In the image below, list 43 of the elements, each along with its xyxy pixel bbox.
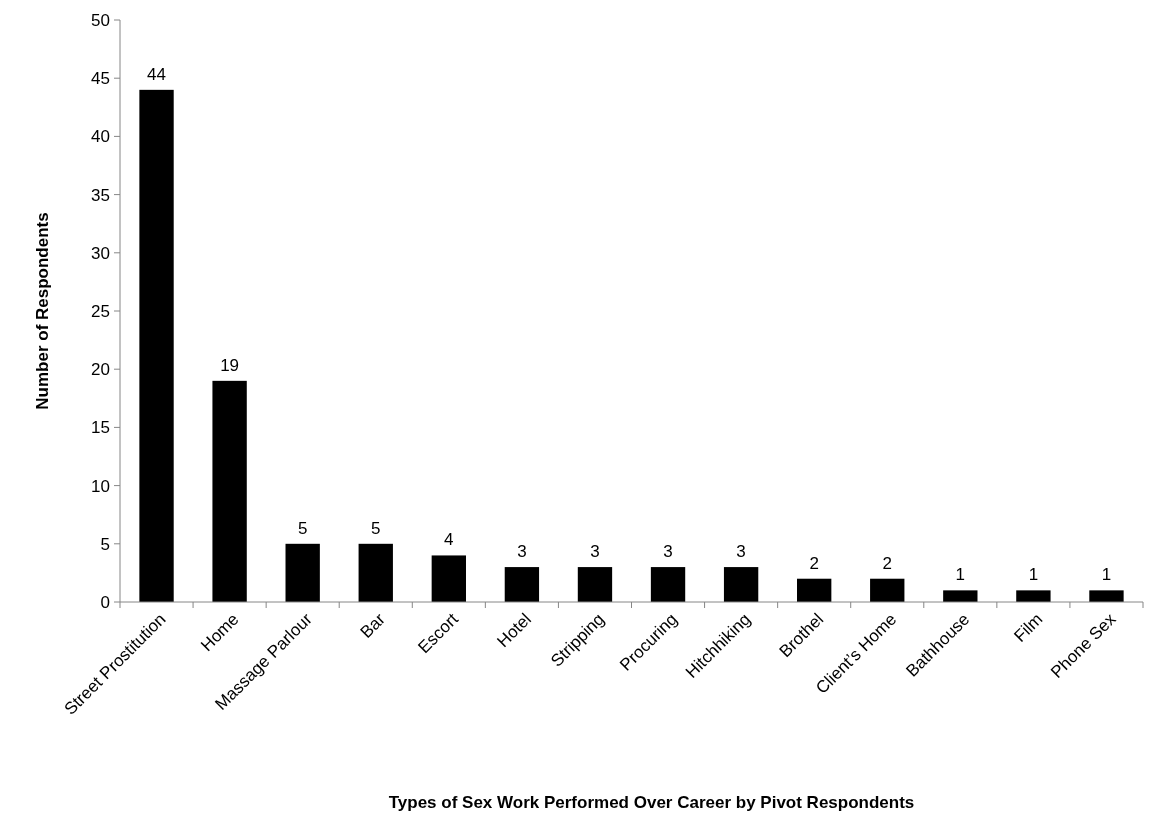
y-tick-label: 25 bbox=[91, 301, 110, 321]
y-tick-label: 5 bbox=[100, 534, 110, 554]
bar bbox=[431, 555, 466, 602]
y-tick-label: 0 bbox=[100, 592, 110, 612]
bar bbox=[870, 578, 905, 602]
bar bbox=[285, 543, 320, 602]
data-label: 3 bbox=[517, 542, 527, 562]
data-label: 19 bbox=[220, 355, 240, 375]
y-tick-label: 45 bbox=[91, 69, 110, 89]
bar bbox=[1016, 590, 1051, 602]
data-label: 3 bbox=[736, 542, 746, 562]
data-label: 3 bbox=[590, 542, 600, 562]
data-label: 1 bbox=[1028, 565, 1039, 585]
y-tick-label: 20 bbox=[91, 360, 110, 380]
data-label: 3 bbox=[663, 542, 673, 562]
data-label: 2 bbox=[809, 553, 819, 573]
y-tick-label: 10 bbox=[91, 476, 110, 496]
y-axis-title: Number of Respondents bbox=[33, 212, 52, 410]
y-tick-label: 50 bbox=[91, 10, 110, 30]
x-tick-label: Bar bbox=[356, 609, 390, 642]
y-tick-label: 40 bbox=[91, 127, 110, 147]
data-label: 1 bbox=[1101, 565, 1112, 585]
bar bbox=[797, 578, 832, 602]
data-label: 4 bbox=[444, 530, 454, 550]
bar bbox=[358, 543, 393, 602]
y-tick-label: 15 bbox=[91, 418, 110, 438]
x-axis-title: Types of Sex Work Performed Over Career by Pivot Respondents bbox=[388, 793, 915, 812]
bar bbox=[943, 590, 978, 602]
bar bbox=[139, 89, 174, 602]
bar bbox=[504, 567, 540, 602]
data-label: 5 bbox=[371, 518, 381, 538]
y-tick-label: 35 bbox=[91, 185, 110, 205]
bar bbox=[212, 380, 247, 602]
y-tick-label: 30 bbox=[91, 243, 110, 263]
data-label: 2 bbox=[882, 553, 892, 573]
bar bbox=[723, 567, 759, 602]
bar bbox=[650, 567, 686, 602]
bar bbox=[1089, 590, 1124, 602]
x-tick-label: Film bbox=[1010, 609, 1047, 646]
data-label: 44 bbox=[147, 64, 166, 84]
data-label: 1 bbox=[955, 565, 966, 585]
data-label: 5 bbox=[297, 518, 308, 538]
bar bbox=[577, 567, 613, 602]
